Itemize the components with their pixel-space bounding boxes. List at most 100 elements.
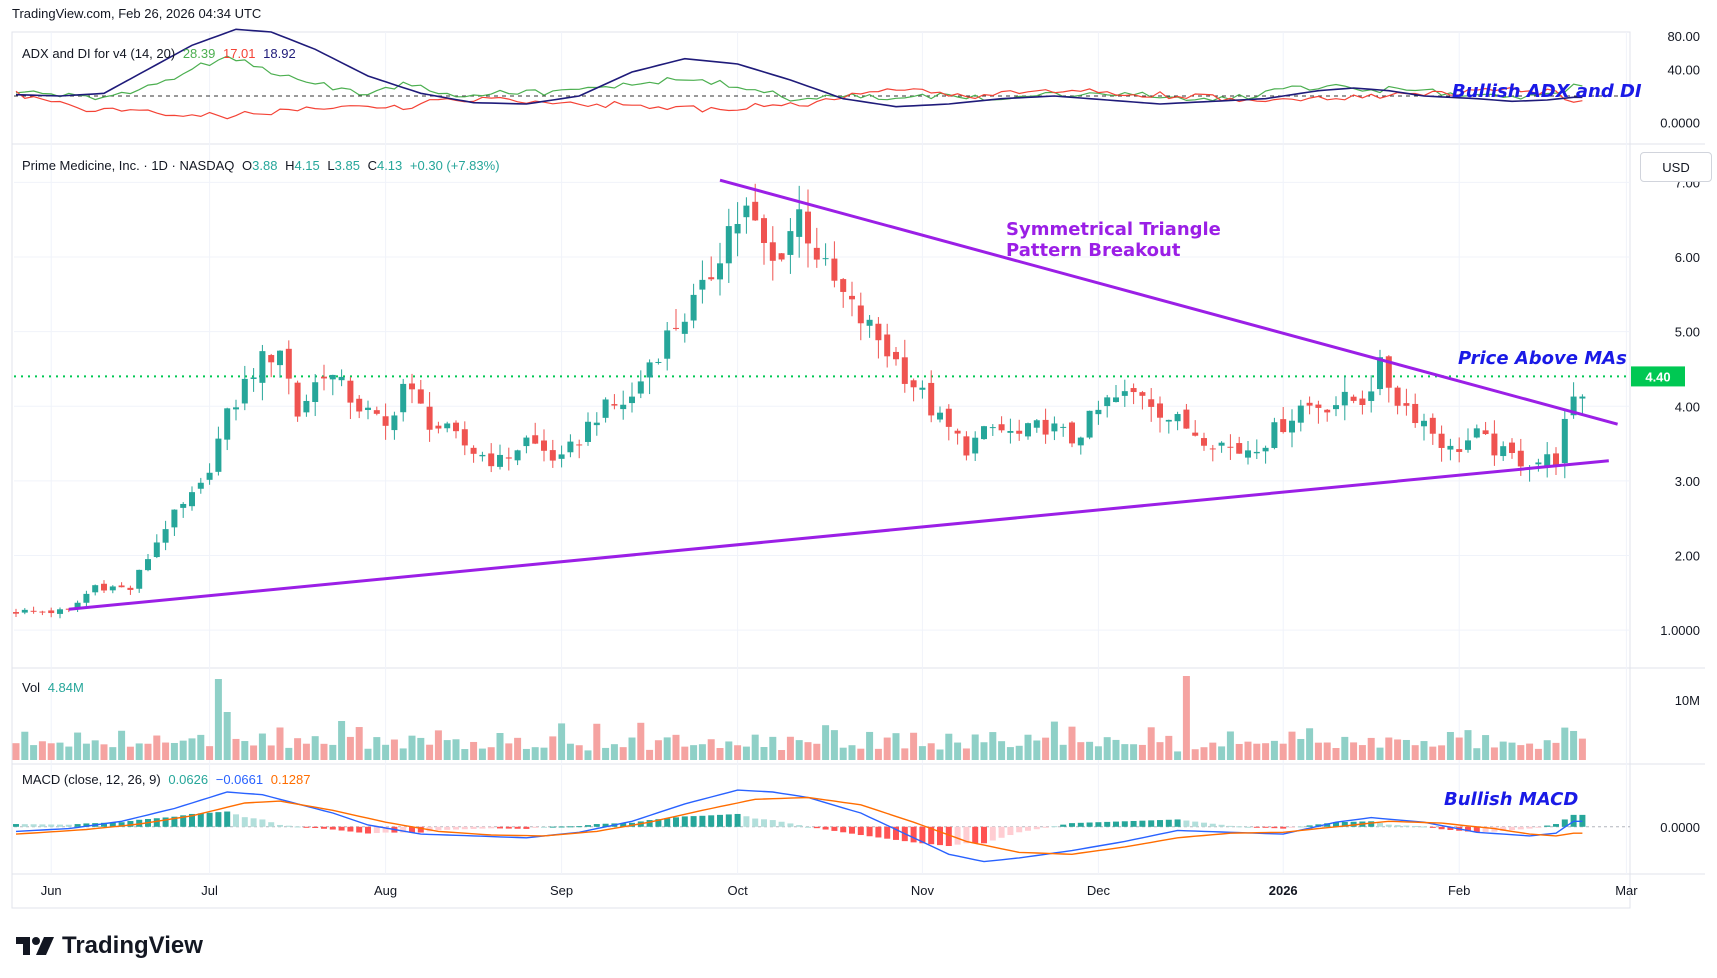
- macd-histogram-bar: [461, 826, 468, 830]
- volume-bar: [56, 742, 64, 760]
- price-tick-label: 3.00: [1675, 474, 1700, 489]
- candle-body: [1130, 388, 1137, 393]
- currency-button[interactable]: USD: [1640, 152, 1712, 182]
- price-pane: 4.40: [13, 178, 1685, 619]
- candle-body: [312, 382, 319, 402]
- macd-histogram-bar: [1465, 826, 1471, 832]
- volume-bar: [21, 731, 29, 760]
- volume-bar: [276, 727, 284, 760]
- macd-histogram-bar: [937, 826, 943, 846]
- macd-histogram-bar: [426, 826, 433, 832]
- volume-bar: [734, 745, 742, 760]
- volume-bar: [1174, 751, 1182, 760]
- candle-body: [461, 429, 468, 446]
- macd-histogram-bar: [180, 815, 187, 827]
- volume-bar: [294, 738, 302, 760]
- macd-histogram-bar: [699, 815, 706, 827]
- candle-body: [919, 387, 926, 390]
- macd-histogram-bar: [268, 822, 275, 827]
- macd-histogram-bar: [488, 826, 495, 829]
- macd-histogram-bar: [910, 826, 917, 843]
- macd-histogram-bar: [1350, 821, 1357, 827]
- candle-body: [1394, 387, 1401, 406]
- volume-bar: [1526, 743, 1534, 760]
- x-tick-label: 2026: [1269, 883, 1298, 898]
- volume-bar: [1473, 748, 1481, 760]
- volume-bar: [716, 748, 724, 760]
- macd-histogram-bar: [1157, 820, 1163, 827]
- macd-histogram-bar: [444, 826, 451, 830]
- volume-bar: [206, 746, 214, 760]
- triangle-lower-trendline: [68, 459, 1609, 611]
- volume-bar: [47, 743, 55, 760]
- candle-body: [1077, 437, 1084, 446]
- candle-body: [127, 587, 134, 590]
- volume-bar: [170, 742, 178, 760]
- macd-histogram-bar: [417, 826, 424, 833]
- volume-bar: [197, 734, 205, 760]
- open-value: 3.88: [252, 158, 278, 173]
- candle-body: [1465, 440, 1471, 450]
- candle-body: [162, 529, 169, 543]
- adx-series-di: [15, 86, 1583, 120]
- macd-histogram-bar: [171, 816, 178, 827]
- volume-bar: [883, 737, 891, 760]
- volume-bar: [153, 735, 161, 760]
- volume-bar: [285, 747, 293, 760]
- candle-body: [681, 321, 688, 334]
- volume-bar: [1394, 739, 1402, 760]
- price-legend[interactable]: Prime Medicine, Inc. · 1D · NASDAQ O3.88…: [22, 158, 504, 173]
- candle-body: [1271, 422, 1278, 448]
- macd-histogram-bar: [972, 826, 979, 844]
- macd-histogram-bar: [365, 826, 371, 834]
- volume-bar: [637, 722, 645, 760]
- macd-histogram-bar: [761, 819, 767, 827]
- volume-bar: [417, 737, 425, 760]
- volume-legend[interactable]: Vol 4.84M: [22, 680, 88, 695]
- macd-histogram-bar: [532, 826, 539, 828]
- volume-bar: [901, 748, 909, 760]
- candle-body: [1183, 409, 1190, 429]
- macd-legend[interactable]: MACD (close, 12, 26, 9) 0.0626 −0.0661 0…: [22, 772, 314, 787]
- level-price-tag: [1631, 366, 1685, 387]
- macd-histogram-bar: [893, 826, 899, 840]
- volume-bar: [751, 734, 759, 760]
- volume-bar: [962, 748, 970, 760]
- candle-body: [48, 610, 55, 614]
- macd-histogram-bar: [1429, 826, 1436, 828]
- candle-body: [373, 410, 380, 414]
- low-value: 3.85: [334, 158, 360, 173]
- volume-bar: [1482, 735, 1490, 760]
- candle-body: [1113, 397, 1119, 403]
- volume-bar: [232, 738, 240, 760]
- volume-bar: [1570, 730, 1578, 760]
- macd-histogram-bar: [822, 826, 829, 830]
- tradingview-logo[interactable]: TradingView: [14, 932, 203, 960]
- volume-bar: [1385, 737, 1393, 760]
- candle-body: [303, 400, 310, 413]
- candle-body: [391, 415, 398, 431]
- volume-bar: [1367, 737, 1375, 760]
- macd-histogram-bar: [1482, 826, 1489, 832]
- volume-bar: [619, 747, 627, 760]
- macd-histogram-bar: [1051, 826, 1058, 828]
- macd-histogram-bar: [373, 826, 380, 834]
- grid: [11, 31, 1705, 909]
- candle-body: [945, 408, 952, 427]
- volume-bar: [566, 743, 574, 760]
- volume-bar: [258, 733, 266, 760]
- candle-body: [664, 330, 671, 359]
- macd-signal-value: 0.1287: [270, 772, 311, 787]
- adx-minus-di-value: 17.01: [222, 46, 256, 61]
- macd-histogram-bar: [963, 826, 970, 844]
- volume-bar: [12, 743, 20, 760]
- candle-body: [1007, 430, 1014, 433]
- macd-histogram-bar: [1201, 822, 1207, 827]
- adx-legend[interactable]: ADX and DI for v4 (14, 20) 28.39 17.01 1…: [22, 46, 300, 61]
- macd-histogram-bar: [400, 826, 407, 833]
- macd-histogram-bar: [338, 826, 345, 831]
- candle-body: [1333, 405, 1339, 410]
- candle-body: [1517, 450, 1524, 467]
- macd-histogram-bar: [576, 826, 583, 828]
- macd-histogram-bar: [1517, 826, 1524, 830]
